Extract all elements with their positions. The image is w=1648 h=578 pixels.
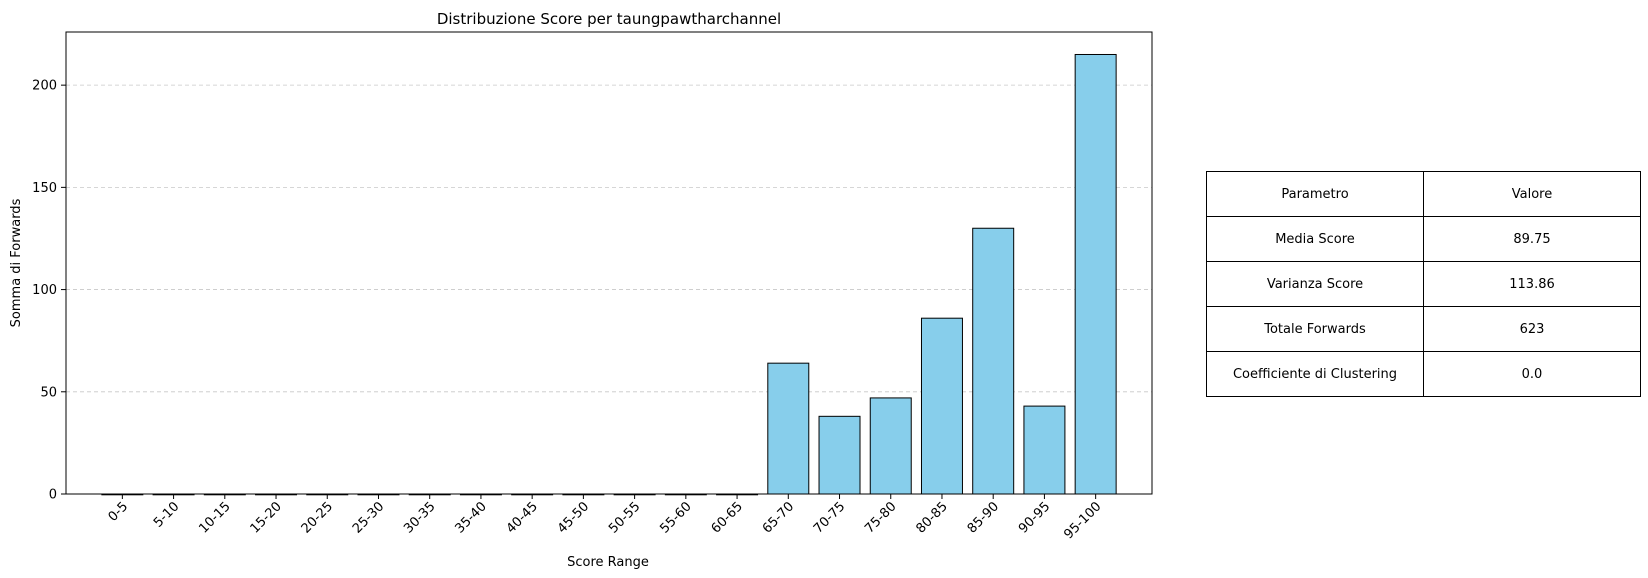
table-row: Coefficiente di Clustering 0.0 [1206,351,1641,397]
table-cell: 113.86 [1423,261,1641,307]
y-tick-label: 150 [32,181,57,196]
table-cell: Coefficiente di Clustering [1206,351,1424,397]
table-cell: 623 [1423,306,1641,352]
table-row: Media Score 89.75 [1206,216,1641,262]
bar [1023,405,1066,495]
table-cell: 0.0 [1423,351,1641,397]
table-cell: Totale Forwards [1206,306,1424,352]
x-tick-label: 45-50 [555,499,592,536]
x-tick-label: 85-90 [965,499,1002,536]
bar [818,415,861,495]
x-tick-label: 75-80 [862,499,899,536]
bar [869,397,912,495]
x-tick-label: 50-55 [606,499,643,536]
x-tick-label: 65-70 [760,499,797,536]
table-header-cell: Parametro [1206,171,1424,217]
y-tick-label: 100 [32,283,57,298]
x-tick-label: 60-65 [709,499,746,536]
x-tick-label: 0-5 [106,499,132,525]
table-cell: Varianza Score [1206,261,1424,307]
x-tick-label: 10-15 [196,499,233,536]
table-cell: 89.75 [1423,216,1641,262]
chart-title: Distribuzione Score per taungpawtharchan… [437,10,781,28]
x-tick-label: 30-35 [401,499,438,536]
x-tick-label: 15-20 [248,499,285,536]
bar [767,362,810,495]
y-axis-label: Somma di Forwards [9,198,24,327]
x-tick-label: 80-85 [913,499,950,536]
y-tick-label: 50 [40,385,57,400]
table-row: Varianza Score 113.86 [1206,261,1641,307]
plot-frame [65,31,1153,495]
x-axis-ticks: 0-5 5-10 10-15 15-20 20-25 25-30 30-35 35-40 40-… [106,494,1104,542]
bar-chart: 0 50 100 150 200 0-5 5-10 10-15 15-20 20-25 25-30… [9,10,1153,570]
x-axis-label: Score Range [567,555,649,570]
x-tick-label: 55-60 [657,499,694,536]
table-header-cell: Valore [1423,171,1641,217]
x-tick-label: 90-95 [1016,499,1053,536]
x-tick-label: 20-25 [299,499,336,536]
x-tick-label: 5-10 [151,499,182,530]
y-tick-label: 0 [49,488,57,503]
x-tick-label: 95-100 [1061,499,1104,542]
table-row: Totale Forwards 623 [1206,306,1641,352]
x-tick-label: 35-40 [452,499,489,536]
x-tick-label: 70-75 [811,499,848,536]
grid-lines [66,84,1152,393]
y-tick-label: 200 [32,79,57,94]
bar [972,227,1015,495]
bar [920,317,963,495]
x-tick-label: 40-45 [504,499,541,536]
stats-table: Parametro Valore Media Score 89.75 Varia… [1206,171,1641,397]
table-header-row: Parametro Valore [1206,171,1641,217]
bar [1074,53,1117,495]
bars [101,53,1117,496]
y-axis-ticks: 0 50 100 150 200 [32,79,66,503]
table-cell: Media Score [1206,216,1424,262]
x-tick-label: 25-30 [350,499,387,536]
